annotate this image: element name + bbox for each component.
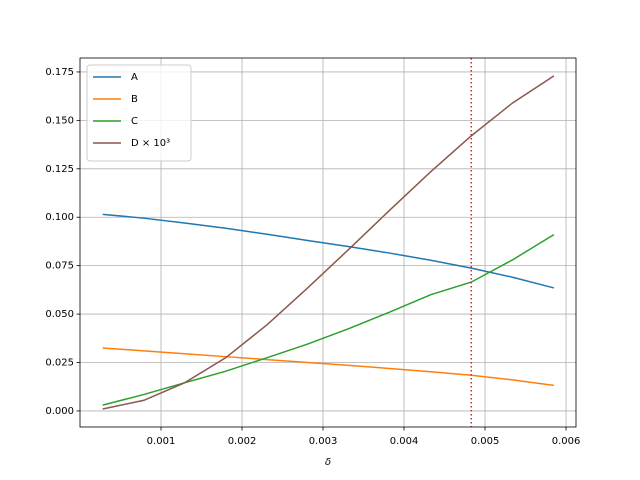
legend-label: C <box>131 116 138 127</box>
y-tick-label: 0.125 <box>45 164 74 175</box>
y-tick-label: 0.000 <box>45 406 74 417</box>
line-series <box>102 75 555 410</box>
line-series <box>102 234 555 406</box>
legend-box <box>86 64 192 162</box>
legend-label: A <box>131 72 138 83</box>
y-tick-label: 0.075 <box>45 261 74 272</box>
x-axis-label: δ <box>325 457 331 468</box>
y-tick-label: 0.175 <box>45 67 74 78</box>
plot-frame <box>79 57 577 428</box>
x-tick-label: 0.004 <box>390 436 419 447</box>
x-tick-label: 0.002 <box>228 436 257 447</box>
legend: ABC D × 10³ <box>86 64 192 162</box>
x-tick-label: 0.003 <box>309 436 338 447</box>
y-tick-label: 0.100 <box>45 212 74 223</box>
line-series <box>102 213 555 289</box>
line-series <box>102 347 554 387</box>
x-tick-label: 0.001 <box>147 436 176 447</box>
x-tick-label: 0.006 <box>552 436 581 447</box>
legend-label: D × 10³ <box>131 138 170 149</box>
legend-label: B <box>131 94 138 105</box>
x-tick-label: 0.005 <box>471 436 500 447</box>
y-tick-label: 0.025 <box>45 357 74 368</box>
y-tick-label: 0.150 <box>45 115 74 126</box>
y-tick-label: 0.050 <box>45 309 74 320</box>
